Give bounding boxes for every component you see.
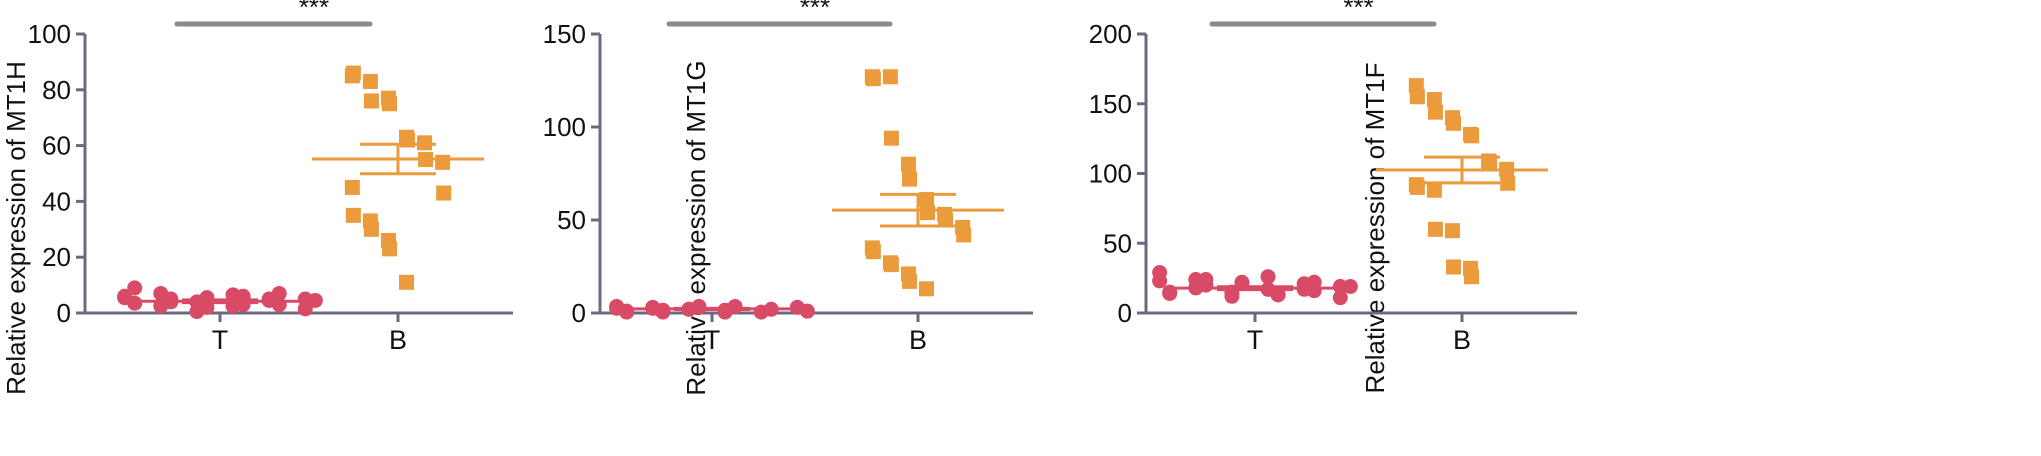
panel-mt1h: Relative expression of MT1H 0 20 40 60 80 100… (1, 0, 513, 395)
data-point-b (882, 69, 898, 85)
data-point-b (345, 65, 361, 81)
data-point-b (1445, 259, 1461, 275)
x-categories-mt1g: T B (704, 325, 927, 355)
data-point-b (901, 273, 917, 289)
y-tick-label: 0 (572, 298, 586, 328)
data-point-b (920, 205, 936, 221)
data-point-b (938, 212, 954, 228)
data-point-b (436, 185, 452, 201)
panel-mt1f: Relative expression of MT1F 0 50 100 150 200… (1089, 0, 1577, 393)
x-categories-mt1h: T B (212, 325, 407, 355)
y-tick-label: 100 (543, 112, 586, 142)
data-point-t (1332, 290, 1348, 306)
data-point-b (1426, 182, 1442, 198)
y-axis-title-mt1g: Relative expression of MT1G (681, 60, 711, 395)
y-tick-label: 20 (42, 242, 71, 272)
y-tick-label: 100 (28, 19, 71, 49)
data-point-b (399, 274, 415, 290)
data-point-t (619, 304, 635, 320)
data-point-b (865, 71, 881, 87)
data-point-t (127, 295, 143, 311)
data-point-t (297, 291, 313, 307)
data-point-t (1198, 272, 1214, 288)
y-axis-title-mt1f: Relative expression of MT1F (1360, 63, 1390, 394)
category-label-t: T (1247, 325, 1264, 355)
significance-bracket-mt1f: *** (1209, 0, 1437, 27)
data-points-mt1f (1152, 78, 1548, 306)
data-point-b (1409, 89, 1425, 105)
data-point-b (1409, 179, 1425, 195)
y-tick-label: 200 (1089, 19, 1132, 49)
data-point-b (362, 73, 378, 89)
data-points-mt1g (609, 69, 1004, 320)
data-point-b (1444, 223, 1460, 239)
data-point-b (363, 221, 379, 237)
data-point-t (1152, 273, 1168, 289)
data-points-mt1h (117, 65, 484, 320)
data-point-b (1500, 175, 1516, 191)
data-point-b (865, 244, 881, 260)
y-tick-label: 0 (57, 298, 71, 328)
significance-label-mt1f: *** (1343, 0, 1373, 22)
data-point-b (1445, 115, 1461, 131)
data-point-t (1162, 285, 1178, 301)
data-point-b (883, 257, 899, 273)
data-point-b (1464, 128, 1480, 144)
x-categories-mt1f: T B (1247, 325, 1471, 355)
y-ticks-mt1f: 0 50 100 150 200 (1089, 19, 1577, 328)
y-ticks-mt1g: 0 50 100 150 (543, 19, 1033, 328)
data-point-b (883, 130, 899, 146)
data-point-b (900, 156, 916, 172)
category-label-b: B (389, 325, 407, 355)
data-point-b (344, 179, 360, 195)
data-point-b (1427, 104, 1443, 120)
data-point-t (153, 285, 169, 301)
data-point-b (919, 281, 935, 297)
significance-bracket-mt1h: *** (174, 0, 373, 27)
data-point-b (381, 96, 397, 112)
data-point-t (691, 298, 707, 314)
y-tick-label: 150 (1089, 89, 1132, 119)
data-point-b (1426, 92, 1442, 108)
data-point-t (717, 304, 733, 320)
y-tick-label: 0 (1118, 298, 1132, 328)
data-point-b (435, 154, 451, 170)
data-point-b (381, 241, 397, 257)
data-point-t (1306, 274, 1322, 290)
category-label-t: T (212, 325, 229, 355)
y-tick-label: 100 (1089, 159, 1132, 189)
y-tick-label: 50 (557, 205, 586, 235)
data-point-t (1260, 269, 1276, 285)
data-point-t (127, 280, 143, 296)
significance-bracket-mt1g: *** (666, 0, 893, 27)
y-tick-label: 80 (42, 75, 71, 105)
y-tick-label: 40 (42, 186, 71, 216)
data-point-b (1464, 269, 1480, 285)
category-label-b: B (909, 325, 927, 355)
data-point-t (189, 304, 205, 320)
data-point-b (345, 207, 361, 223)
panel-mt1g: Relative expression of MT1G 0 50 100 150 **… (543, 0, 1033, 396)
data-point-b (363, 93, 379, 109)
category-label-t: T (704, 325, 721, 355)
y-tick-label: 60 (42, 131, 71, 161)
data-point-t (1332, 278, 1348, 294)
data-point-b (901, 171, 917, 187)
data-point-t (799, 303, 815, 319)
significance-label-mt1h: *** (299, 0, 329, 22)
y-tick-label: 50 (1103, 228, 1132, 258)
y-tick-label: 150 (543, 19, 586, 49)
significance-label-mt1g: *** (800, 0, 830, 22)
data-point-b (1427, 221, 1443, 237)
data-point-t (271, 297, 287, 313)
y-axis-title-mt1h: Relative expression of MT1H (1, 61, 31, 395)
data-point-b (956, 227, 972, 243)
category-label-b: B (1453, 325, 1471, 355)
y-ticks-mt1h: 0 20 40 60 80 100 (28, 19, 513, 328)
data-point-t (1270, 287, 1286, 303)
